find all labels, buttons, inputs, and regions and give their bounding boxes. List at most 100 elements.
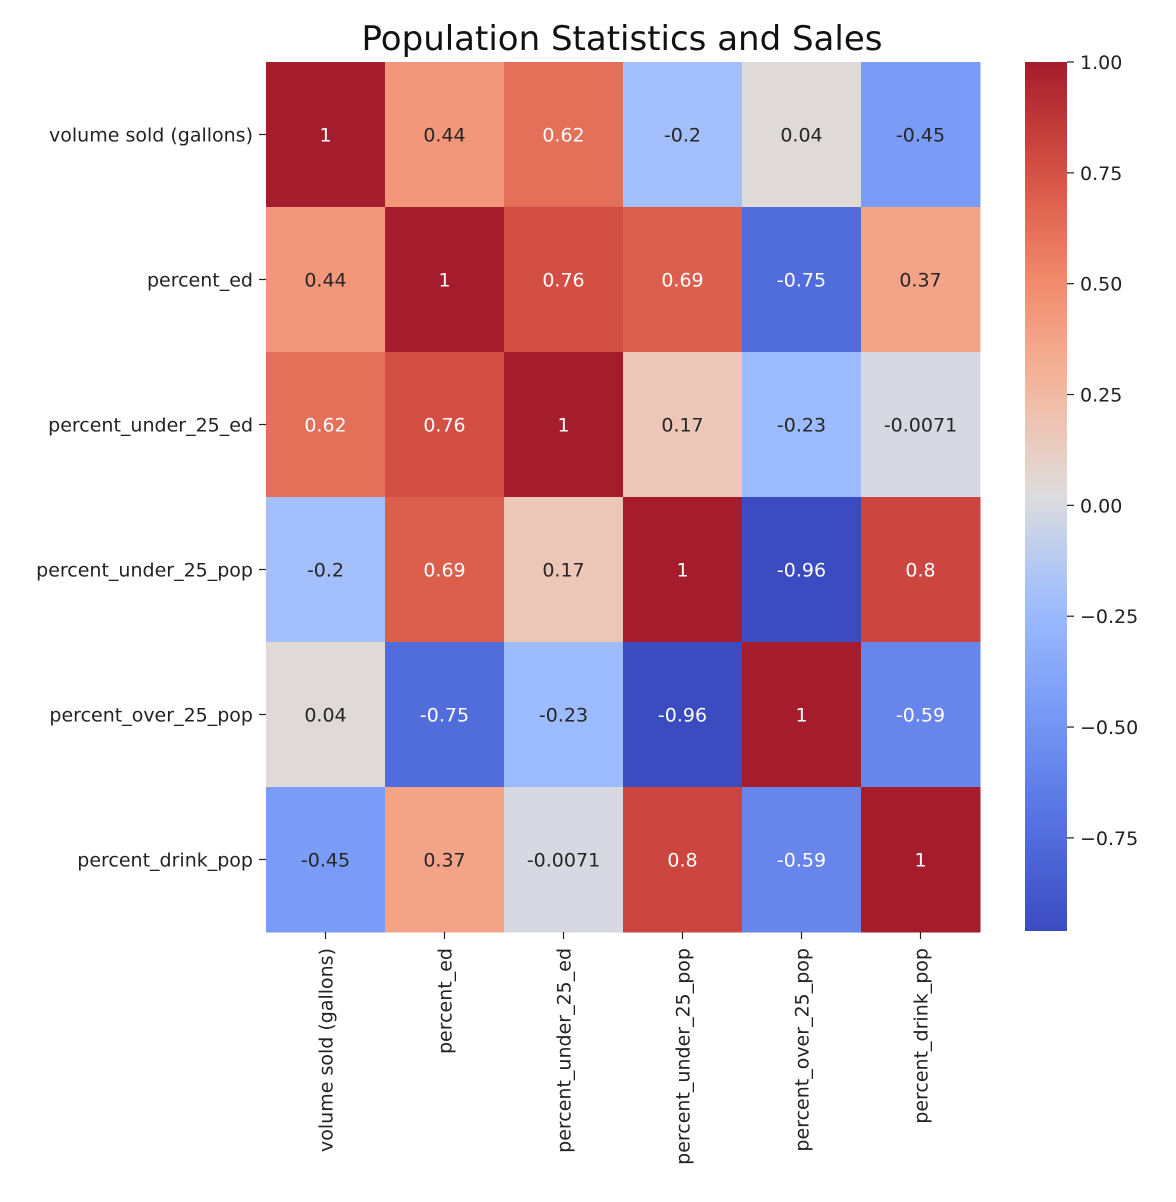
- heatmap-cell: [861, 497, 981, 643]
- heatmap-cell: [623, 497, 743, 643]
- colorbar-tick-label: 0.25: [1080, 385, 1122, 407]
- cell-label: 0.62: [304, 415, 346, 437]
- cell-label: -0.59: [777, 850, 826, 872]
- cell-label: 0.62: [542, 125, 584, 147]
- colorbar-tick-label: 1.00: [1080, 52, 1122, 74]
- x-tick-label: percent_over_25_pop: [792, 948, 814, 1152]
- cell-label: 1: [438, 270, 450, 292]
- heatmap-cell: [623, 62, 743, 208]
- heatmap-cells: 1 0.44 0.62 -0.2 0.04 -0.45 0.44 1 0.76 0.69 -0.75…: [266, 62, 981, 933]
- cell-label: 0.04: [780, 125, 822, 147]
- heatmap-cell: [504, 352, 624, 498]
- cell-label: -0.0071: [884, 415, 957, 437]
- y-tick-label: percent_ed: [147, 270, 253, 292]
- y-tick-label: percent_drink_pop: [77, 850, 253, 872]
- heatmap-cell: [742, 207, 862, 353]
- cell-label: 1: [676, 560, 688, 582]
- heatmap-cell: [504, 62, 624, 208]
- heatmap-cell: [742, 787, 862, 933]
- heatmap-cell: [385, 62, 505, 208]
- heatmap-cell: [742, 352, 862, 498]
- x-tick-label: percent_under_25_ed: [554, 948, 576, 1153]
- cell-label: -0.96: [777, 560, 826, 582]
- x-tick-label: volume sold (gallons): [316, 948, 338, 1152]
- cell-label: 0.69: [661, 270, 703, 292]
- heatmap-cell: [504, 497, 624, 643]
- chart-title: Population Statistics and Sales: [362, 19, 883, 59]
- colorbar-tick-label: −0.25: [1080, 606, 1138, 628]
- heatmap-cell: [385, 352, 505, 498]
- cell-label: 0.8: [905, 560, 935, 582]
- cell-label: -0.45: [896, 125, 945, 147]
- heatmap-cell: [623, 787, 743, 933]
- cell-label: -0.96: [658, 705, 707, 727]
- colorbar-tick-label: 0.00: [1080, 495, 1122, 517]
- colorbar-tick-label: −0.75: [1080, 828, 1138, 850]
- cell-label: -0.23: [539, 705, 588, 727]
- cell-label: 0.37: [423, 850, 465, 872]
- cell-label: -0.0071: [527, 850, 600, 872]
- heatmap-cell: [385, 497, 505, 643]
- heatmap-cell: [504, 207, 624, 353]
- heatmap-cell: [385, 207, 505, 353]
- cell-label: -0.2: [664, 125, 701, 147]
- heatmap-cell: [861, 352, 981, 498]
- cell-label: 0.44: [304, 270, 346, 292]
- cell-label: 0.8: [667, 850, 697, 872]
- cell-label: -0.59: [896, 705, 945, 727]
- x-tick-label: percent_under_25_pop: [673, 948, 695, 1165]
- x-tick-label: percent_drink_pop: [911, 948, 933, 1124]
- cell-label: -0.2: [307, 560, 344, 582]
- heatmap-cell: [623, 642, 743, 788]
- heatmap-cell: [266, 62, 386, 208]
- cell-label: 1: [319, 125, 331, 147]
- cell-label: 1: [914, 850, 926, 872]
- heatmap-cell: [742, 497, 862, 643]
- heatmap-cell: [742, 642, 862, 788]
- row-labels: volume sold (gallons) percent_ed percent_u…: [36, 125, 266, 872]
- cell-label: -0.23: [777, 415, 826, 437]
- y-tick-label: percent_over_25_pop: [49, 705, 253, 727]
- colorbar-gradient: [1025, 62, 1067, 931]
- y-tick-label: volume sold (gallons): [49, 125, 253, 147]
- heatmap-cell: [742, 62, 862, 208]
- colorbar-tick-label: 0.50: [1080, 274, 1122, 296]
- heatmap-cell: [266, 497, 386, 643]
- colorbar: 1.00 0.75 0.50 0.25 0.00 −0.25 −0.50 −0.75: [1025, 52, 1138, 931]
- cell-label: -0.75: [777, 270, 826, 292]
- x-tick-label: percent_ed: [435, 948, 457, 1054]
- cell-label: 1: [795, 705, 807, 727]
- heatmap-cell: [385, 787, 505, 933]
- cell-label: 0.37: [899, 270, 941, 292]
- cell-label: -0.75: [420, 705, 469, 727]
- colorbar-tick-label: 0.75: [1080, 163, 1122, 185]
- heatmap-cell: [861, 787, 981, 933]
- heatmap-cell: [266, 207, 386, 353]
- y-tick-label: percent_under_25_ed: [48, 415, 253, 437]
- heatmap-cell: [266, 787, 386, 933]
- heatmap-cell: [385, 642, 505, 788]
- heatmap-cell: [623, 207, 743, 353]
- heatmap-cell: [266, 352, 386, 498]
- cell-label: -0.45: [301, 850, 350, 872]
- cell-label: 0.17: [542, 560, 584, 582]
- cell-label: 0.17: [661, 415, 703, 437]
- cell-label: 0.69: [423, 560, 465, 582]
- heatmap-cell: [623, 352, 743, 498]
- cell-label: 0.76: [423, 415, 465, 437]
- col-labels: volume sold (gallons) percent_ed percent_u…: [316, 932, 933, 1165]
- heatmap-cell: [861, 62, 981, 208]
- cell-label: 0.04: [304, 705, 346, 727]
- heatmap-cell: [504, 787, 624, 933]
- heatmap-cell: [504, 642, 624, 788]
- heatmap-cell: [861, 642, 981, 788]
- cell-label: 0.76: [542, 270, 584, 292]
- heatmap-cell: [266, 642, 386, 788]
- y-tick-label: percent_under_25_pop: [36, 560, 253, 582]
- colorbar-tick-label: −0.50: [1080, 717, 1138, 739]
- cell-label: 0.44: [423, 125, 465, 147]
- cell-label: 1: [557, 415, 569, 437]
- heatmap-cell: [861, 207, 981, 353]
